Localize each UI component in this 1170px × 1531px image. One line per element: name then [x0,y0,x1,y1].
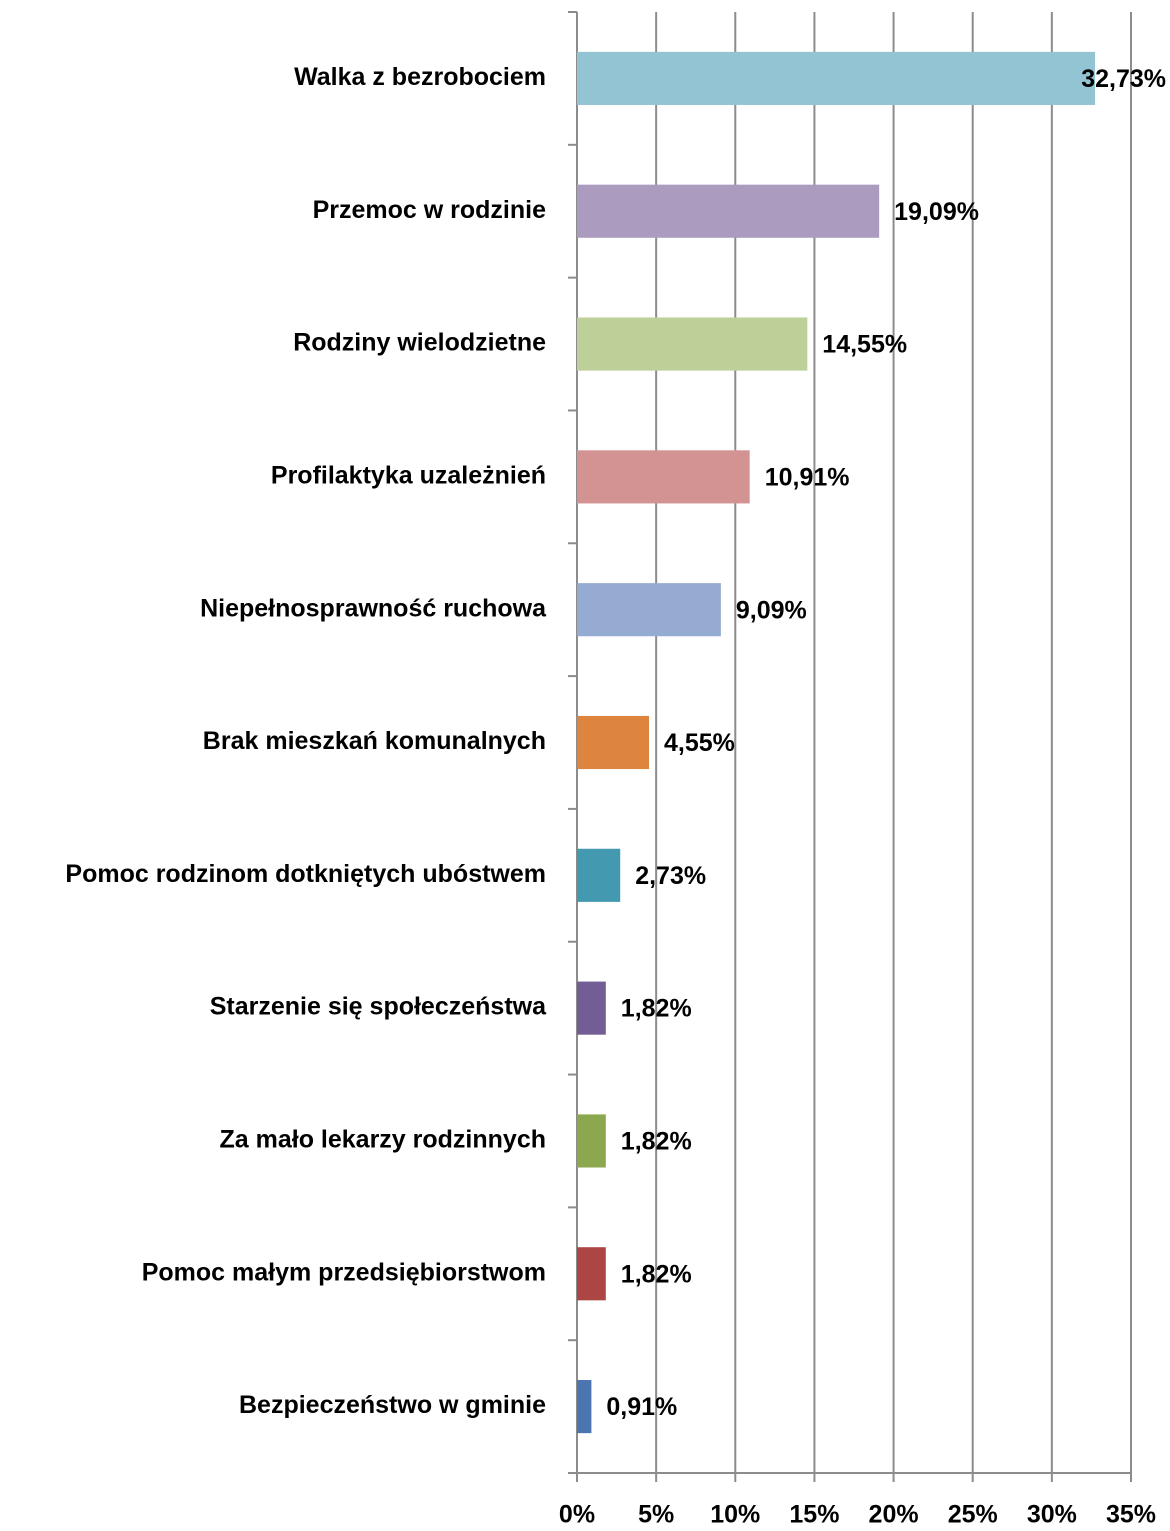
bar [577,715,650,770]
y-tick-label: Przemoc w rodzinie [313,196,546,224]
bar [577,1247,606,1301]
data-label: 1,82% [621,1128,692,1156]
y-tick-label: Za mało lekarzy rodzinnych [220,1126,547,1154]
data-label: 9,09% [736,596,807,624]
x-tick-label: 15% [789,1501,839,1526]
y-tick-label: Starzenie się społeczeństwa [210,993,547,1021]
bar [577,1380,592,1434]
data-label: 2,73% [635,862,706,890]
bar [577,848,621,902]
bar [577,981,606,1035]
y-tick-label: Bezpieczeństwo w gminie [239,1391,546,1419]
data-label: 14,55% [822,331,907,359]
y-tick-label: Brak mieszkań komunalnych [203,727,546,755]
y-tick-label: Walka z bezrobociem [294,63,546,91]
data-label: 0,91% [606,1393,677,1421]
x-tick-label: 5% [638,1501,674,1526]
bar [577,317,808,371]
x-tick-label: 35% [1106,1501,1156,1526]
bar [577,184,880,238]
data-label: 32,73% [1081,65,1166,93]
y-tick-label: Niepełnosprawność ruchowa [200,594,547,622]
y-tick-label: Pomoc rodzinom dotkniętych ubóstwem [65,860,546,888]
x-tick-label: 10% [710,1501,760,1526]
y-tick-label: Profilaktyka uzależnień [271,461,546,489]
y-tick-label: Pomoc małym przedsiębiorstwom [142,1258,546,1286]
bar [577,583,721,637]
data-label: 1,82% [621,995,692,1023]
x-tick-label: 25% [948,1501,998,1526]
bar [577,51,1096,105]
data-label: 19,09% [894,198,979,226]
y-tick-label: Rodziny wielodzietne [293,329,546,357]
bar [577,450,750,504]
bar [577,1114,606,1168]
x-tick-label: 20% [869,1501,919,1526]
data-label: 1,82% [621,1260,692,1288]
x-tick-label: 0% [559,1501,595,1526]
data-label: 10,91% [765,463,850,491]
x-tick-label: 30% [1027,1501,1077,1526]
data-label: 4,55% [664,729,735,757]
